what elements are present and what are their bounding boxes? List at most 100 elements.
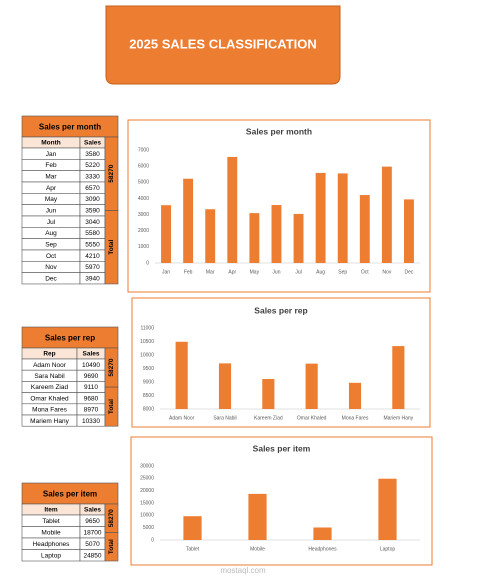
y-tick-label: 11000 xyxy=(140,325,154,331)
x-tick-label: Mar xyxy=(206,269,215,275)
cell-text: Jul xyxy=(47,219,56,226)
y-tick-label: 0 xyxy=(151,537,154,543)
cell-text: 5550 xyxy=(85,242,100,249)
y-tick-label: 7000 xyxy=(138,147,149,153)
x-tick-label: Nov xyxy=(382,269,391,275)
x-tick-label: Adam Noor xyxy=(169,415,195,421)
cell-text: 9110 xyxy=(84,384,98,391)
cell-text: Adam Noor xyxy=(33,362,67,369)
x-tick-label: Headphones xyxy=(308,546,337,552)
x-tick-label: Mona Fares xyxy=(342,415,369,421)
cell-text: 6570 xyxy=(85,185,100,192)
y-tick-label: 5000 xyxy=(143,525,154,531)
bar xyxy=(293,213,304,263)
cell-text: Mona Fares xyxy=(32,407,67,414)
y-tick-label: 10000 xyxy=(140,352,154,358)
cell-text: 10330 xyxy=(82,418,100,425)
cell-text: Jun xyxy=(46,208,57,215)
cell-text: 4210 xyxy=(85,253,100,260)
x-tick-label: Mobile xyxy=(250,546,265,552)
bar xyxy=(161,205,171,263)
cell-text: 9680 xyxy=(84,395,99,402)
chart-title: Sales per rep xyxy=(254,305,307,315)
table-title: Sales per rep xyxy=(45,334,95,343)
bar xyxy=(271,205,282,263)
cell-text: Aug xyxy=(45,230,57,237)
x-tick-label: Dec xyxy=(405,269,414,275)
cell-text: Mobile xyxy=(41,529,61,536)
y-tick-label: 9000 xyxy=(143,379,154,385)
column-header: Sales xyxy=(84,140,101,147)
x-tick-label: Tablet xyxy=(186,546,200,552)
total-label-cell xyxy=(104,386,119,427)
cell-text: 18700 xyxy=(83,529,101,536)
cell-text: 3330 xyxy=(85,174,100,181)
bar xyxy=(175,341,188,409)
y-tick-label: 4000 xyxy=(138,196,149,202)
bar xyxy=(381,166,392,263)
cell-text: 10490 xyxy=(82,362,100,369)
x-tick-label: Sep xyxy=(338,269,347,275)
cell-text: Mar xyxy=(45,174,57,181)
bar xyxy=(183,178,194,263)
bar xyxy=(183,516,202,540)
total-label: Total xyxy=(108,240,115,255)
total-value: 58270 xyxy=(108,164,115,182)
cell-text: Nov xyxy=(45,264,57,271)
x-tick-label: Aug xyxy=(316,269,325,275)
cell-text: Oct xyxy=(46,253,56,260)
x-tick-label: Oct xyxy=(361,269,369,275)
x-tick-label: Kareem Ziad xyxy=(254,415,283,421)
bar xyxy=(348,382,362,409)
bar xyxy=(227,156,238,263)
y-tick-label: 20000 xyxy=(140,488,154,494)
cell-text: 3580 xyxy=(85,151,100,158)
total-label-cell xyxy=(104,532,119,562)
cell-text: Feb xyxy=(45,162,57,169)
y-tick-label: 15000 xyxy=(140,500,154,506)
chart-title: Sales per item xyxy=(253,443,311,453)
y-tick-label: 3000 xyxy=(138,212,149,218)
x-tick-label: Sara Nabil xyxy=(213,415,236,421)
y-tick-label: 8500 xyxy=(143,393,154,399)
column-header: Rep xyxy=(43,351,55,358)
bar xyxy=(249,213,260,263)
y-tick-label: 10500 xyxy=(140,339,154,345)
bar xyxy=(315,172,326,263)
cell-text: Apr xyxy=(46,185,57,192)
chart-title: Sales per month xyxy=(246,126,312,136)
table-title: Sales per month xyxy=(39,123,101,132)
title-banner xyxy=(105,5,341,85)
bar xyxy=(378,478,397,540)
total-value: 58270 xyxy=(108,509,115,527)
cell-text: Tablet xyxy=(42,518,60,525)
x-tick-label: Omar Khaled xyxy=(297,415,327,421)
cell-text: 5220 xyxy=(85,162,100,169)
cell-text: 9690 xyxy=(84,373,99,380)
y-tick-label: 9500 xyxy=(143,366,154,372)
cell-text: Dec xyxy=(45,276,57,283)
bar xyxy=(305,363,318,409)
column-header: Sales xyxy=(84,507,101,514)
y-tick-label: 6000 xyxy=(138,163,149,169)
cell-text: Jan xyxy=(46,151,57,158)
cell-text: 5070 xyxy=(85,541,100,548)
watermark: mostaql.com xyxy=(220,566,266,575)
cell-text: 3590 xyxy=(85,208,100,215)
bar xyxy=(218,363,232,409)
x-tick-label: Feb xyxy=(184,269,193,275)
column-header: Sales xyxy=(83,351,100,358)
cell-text: 5580 xyxy=(85,230,100,237)
y-tick-label: 2000 xyxy=(138,228,149,234)
cell-text: May xyxy=(45,196,58,203)
y-tick-label: 1000 xyxy=(138,244,149,250)
total-label-cell xyxy=(104,210,119,285)
cell-text: 9650 xyxy=(85,518,100,525)
bar xyxy=(313,527,332,540)
cell-text: 3940 xyxy=(85,276,100,283)
bar xyxy=(205,209,216,263)
y-tick-label: 30000 xyxy=(140,463,154,469)
column-header: Item xyxy=(44,507,58,514)
x-tick-label: May xyxy=(250,269,260,275)
